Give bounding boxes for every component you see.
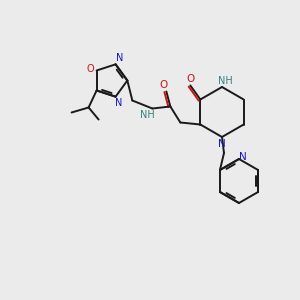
Text: NH: NH	[218, 76, 232, 86]
Text: N: N	[115, 98, 122, 108]
Text: N: N	[218, 139, 226, 149]
Text: O: O	[87, 64, 94, 74]
Text: N: N	[116, 53, 123, 63]
Text: NH: NH	[140, 110, 155, 119]
Text: O: O	[186, 74, 194, 83]
Text: O: O	[159, 80, 167, 89]
Text: N: N	[239, 152, 247, 162]
